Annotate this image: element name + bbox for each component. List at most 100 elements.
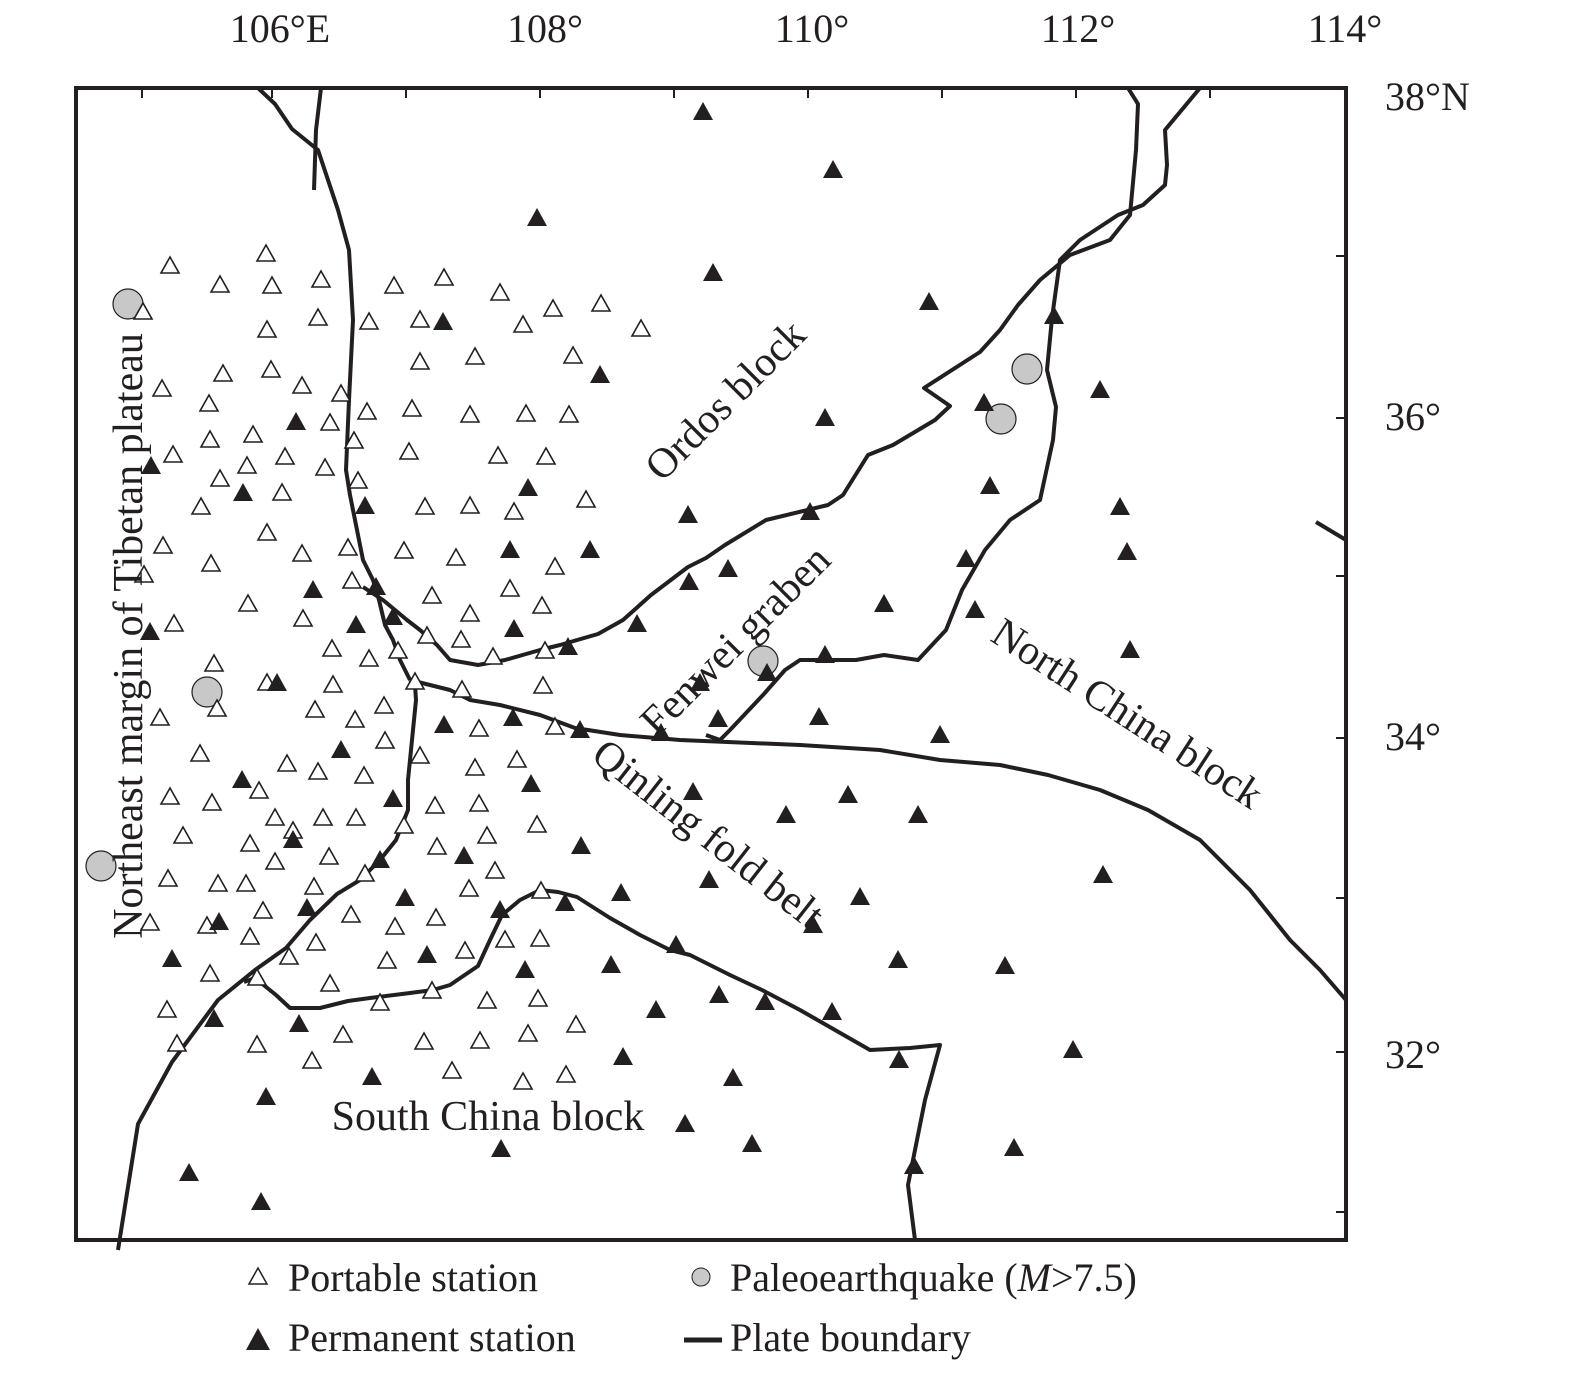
permanent-station-marker [233, 483, 253, 501]
permanent-station-marker [383, 607, 403, 625]
portable-station-marker [404, 671, 426, 690]
permanent-station-marker [850, 887, 870, 905]
portable-station-marker [421, 585, 443, 604]
portable-station-marker [344, 709, 366, 728]
permanent-station-marker [1044, 306, 1064, 324]
portable-station-marker [445, 547, 467, 566]
portable-station-marker [530, 880, 552, 899]
permanent-station-marker [693, 102, 713, 120]
portable-station-marker [374, 730, 396, 749]
permanent-station-marker [515, 960, 535, 978]
portable-station-marker [319, 412, 341, 431]
portable-station-marker [590, 293, 612, 312]
portable-station-marker [494, 929, 516, 948]
permanent-station-marker [500, 540, 520, 558]
portable-station-marker [235, 873, 257, 892]
portable-station-marker [246, 967, 268, 986]
portable-station-marker [159, 255, 181, 274]
portable-station-marker [162, 444, 184, 463]
portable-station-marker [157, 868, 179, 887]
portable-station-marker [332, 1024, 354, 1043]
permanent-station-marker [251, 1192, 271, 1210]
portable-station-marker [291, 375, 313, 394]
permanent-station-marker [703, 263, 723, 281]
portable-station-marker [529, 928, 551, 947]
portable-station-marker [198, 393, 220, 412]
portable-station-marker [252, 900, 274, 919]
permanent-station-marker [678, 505, 698, 523]
permanent-station-marker [742, 1134, 762, 1152]
portable-station-marker [468, 718, 490, 737]
legend-paleo: Paleoearthquake (M>7.5) [691, 1255, 1137, 1300]
permanent-station-marker [889, 1050, 909, 1068]
legend-portable-label: Portable station [288, 1255, 538, 1300]
portable-station-marker [200, 553, 222, 572]
portable-station-marker [424, 795, 446, 814]
permanent-station-marker [162, 949, 182, 967]
permanent-station-marker [490, 900, 510, 918]
permanent-station-marker [289, 1014, 309, 1032]
portable-station-marker [149, 707, 171, 726]
portable-station-marker [558, 404, 580, 423]
longitude-label: 108° [507, 6, 583, 51]
portable-station-marker [248, 780, 270, 799]
portable-station-marker [384, 916, 406, 935]
region-labels: Ordos block Fenwei graben North China bloc… [106, 312, 1271, 1140]
permanent-station-marker [331, 740, 351, 758]
permanent-station-marker [370, 850, 390, 868]
portable-station-marker [575, 489, 597, 508]
permanent-station-marker [1110, 497, 1130, 515]
portable-station-marker [203, 653, 225, 672]
portable-station-marker [376, 950, 398, 969]
portable-station-marker [260, 359, 282, 378]
legend-permanent: Permanent station [246, 1315, 576, 1360]
portable-station-marker [542, 298, 564, 317]
portable-station-marker [484, 860, 506, 879]
region-label: Fenwei graben [632, 537, 840, 745]
portable-station-marker [310, 269, 332, 288]
portable-station-marker [353, 765, 375, 784]
portable-station-marker [163, 613, 185, 632]
portable-station-marker [506, 749, 528, 768]
portable-station-marker [425, 907, 447, 926]
map-frame [74, 86, 1348, 1242]
portable-station-marker [517, 1023, 539, 1042]
portable-station-marker [207, 873, 229, 892]
portable-station-marker [303, 876, 325, 895]
permanent-station-marker [757, 663, 777, 681]
portable-station-marker [199, 429, 221, 448]
plate-boundary-line [116, 678, 418, 1251]
permanent-station-marker [823, 160, 843, 178]
permanent-station-marker [580, 540, 600, 558]
permanent-station-marker [204, 1009, 224, 1027]
permanent-station-marker [303, 580, 323, 598]
portable-station-marker [398, 441, 420, 460]
portable-station-marker [458, 878, 480, 897]
permanent-station-marker [256, 1087, 276, 1105]
legend: Portable station Paleoearthquake (M>7.5)… [246, 1255, 1137, 1360]
portable-station-marker [476, 825, 498, 844]
permanent-station-marker [1120, 640, 1140, 658]
latitude-label: 34° [1385, 714, 1441, 759]
legend-portable: Portable station [247, 1255, 538, 1300]
portable-station-marker [314, 457, 336, 476]
permanent-station-marker [454, 846, 474, 864]
permanent-station-marker [297, 898, 317, 916]
portable-station-marker [565, 1014, 587, 1033]
portable-station-marker [166, 1033, 188, 1052]
plate-boundary-line [1314, 520, 1348, 542]
permanent-station-marker [1117, 542, 1137, 560]
portable-station-marker [459, 495, 481, 514]
portable-station-marker [401, 398, 423, 417]
portable-station-marker [347, 470, 369, 489]
portable-station-marker [468, 793, 490, 812]
portable-station-marker [433, 267, 455, 286]
portable-station-marker [413, 1031, 435, 1050]
portable-station-marker [321, 638, 343, 657]
portable-station-marker [459, 404, 481, 423]
portable-station-marker [255, 243, 277, 262]
portable-station-marker [319, 973, 341, 992]
permanent-station-marker [908, 805, 928, 823]
permanent-station-marker [995, 956, 1015, 974]
permanent-station-marker [521, 774, 541, 792]
